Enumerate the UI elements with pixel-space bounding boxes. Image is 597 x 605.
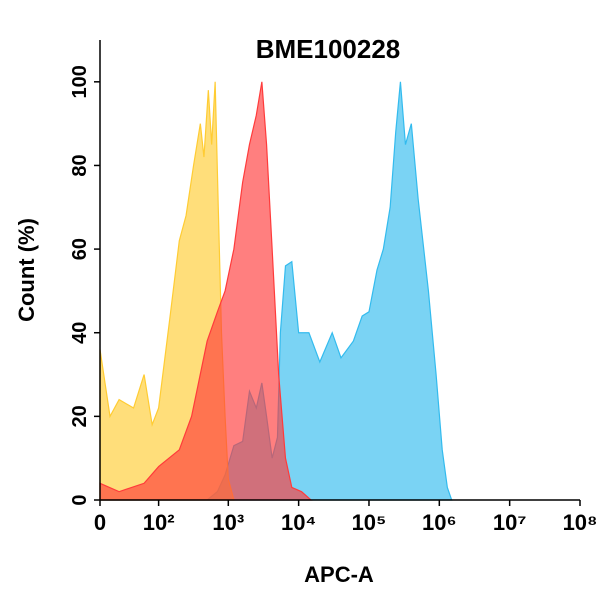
y-axis-label: Count (%) [14,218,39,322]
y-tick-label: 60 [69,238,91,260]
x-tick-label: 10⁵ [352,510,387,535]
histogram-area [99,81,313,501]
x-tick-label: 10⁶ [422,510,457,535]
x-tick-label: 10⁷ [493,510,527,535]
x-tick-label: 10² [143,510,175,535]
x-tick-label: 10⁸ [563,510,597,535]
x-tick-label: 10⁴ [281,510,316,535]
y-tick-label: 0 [69,494,91,505]
x-tick-label: 10³ [212,510,244,535]
chart-title: BME100228 [256,34,401,64]
x-axis-label: APC-A [304,562,374,587]
y-tick-label: 80 [69,154,91,176]
y-tick-label: 40 [69,322,91,344]
x-tick-label: 0 [94,510,106,535]
y-tick-label: 20 [69,405,91,427]
y-tick-label: 100 [69,65,91,98]
